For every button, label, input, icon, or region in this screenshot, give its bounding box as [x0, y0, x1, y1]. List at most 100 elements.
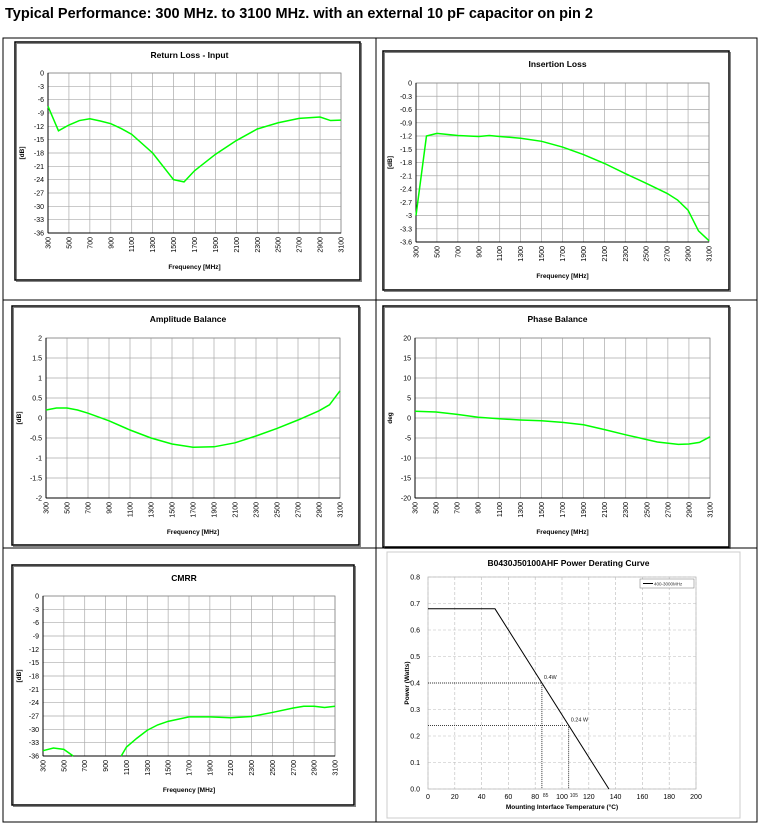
- y-tick-label: 2: [38, 336, 42, 343]
- x-tick-label: 2500: [644, 246, 651, 262]
- x-tick-label: 2300: [255, 237, 262, 253]
- x-tick-label: 300: [413, 502, 420, 514]
- series-line: [47, 106, 342, 183]
- chart-frame: [14, 41, 361, 281]
- chart-il: 0 -0.3 -0.6 -0.9 -1.2 -1.5 -1.8 -2.1 -2.4 -2.7 -3 -…: [382, 50, 731, 292]
- y-tick-label: 0: [35, 594, 39, 601]
- x-tick-label: 900: [103, 760, 110, 772]
- table-border: [2, 37, 758, 823]
- y-tick-label: -30: [29, 727, 39, 734]
- x-tick-label: 1500: [171, 237, 178, 253]
- x-axis-label: Frequency [MHz]: [167, 529, 219, 536]
- chart-title: Return Loss - Input: [151, 50, 229, 60]
- x-tick-label: 140: [610, 794, 622, 801]
- x-tick-label: 200: [690, 794, 702, 801]
- y-tick-label: 0: [407, 416, 411, 423]
- x-tick-label: 1300: [518, 246, 525, 262]
- series-line: [414, 410, 711, 446]
- y-tick-label: 0.5: [410, 654, 420, 661]
- y-tick-label: -15: [34, 137, 44, 144]
- y-tick-label: -36: [34, 231, 44, 238]
- x-tick-label: 2900: [686, 502, 693, 518]
- x-tick-label: 1100: [497, 246, 504, 261]
- y-tick-label: -5: [405, 436, 411, 443]
- annotation-guide: [428, 682, 543, 789]
- x-tick-label: 2500: [275, 502, 282, 518]
- chart-ab: 2 1.5 1 0.5 0 -0.5 -1 -1.5 -2300 500 700 900 1100 130…: [11, 305, 361, 547]
- x-tick-label: 1900: [581, 502, 588, 518]
- x-tick-label: 1100: [124, 760, 131, 775]
- x-tick-label: 1700: [560, 246, 567, 262]
- chart-shadow: [384, 307, 731, 549]
- x-tick-label: 1700: [192, 237, 199, 253]
- x-tick-label: 2500: [644, 502, 651, 518]
- chart-pd: 0.80.70.60.50.40.30.20.10.00 20 40 60 80 100 1…: [386, 551, 741, 819]
- chart-frame: [382, 50, 730, 291]
- y-axis-label: [dB]: [16, 670, 23, 683]
- x-tick-label: 2700: [297, 237, 304, 253]
- x-tick-label: 2300: [623, 502, 630, 518]
- x-tick-label: 2300: [623, 246, 630, 262]
- y-tick-label: -3.6: [400, 240, 412, 247]
- y-tick-label: 0.1: [410, 760, 420, 767]
- x-tick-label: 1500: [539, 502, 546, 518]
- chart-title: CMRR: [171, 573, 197, 583]
- y-tick-label: -15: [29, 660, 39, 667]
- y-tick-label: -10: [401, 456, 411, 463]
- chart-frame: [382, 305, 730, 548]
- y-tick-label: 0.4: [410, 681, 420, 688]
- legend-box: [639, 578, 695, 589]
- x-tick-label: 2700: [665, 502, 672, 518]
- y-axis-label: deg: [387, 412, 394, 424]
- y-tick-label: -2.4: [400, 187, 412, 194]
- y-tick-label: -1.5: [400, 147, 412, 154]
- x-tick-label: 2100: [602, 246, 609, 262]
- y-tick-label: -36: [29, 754, 39, 761]
- y-tick-label: -1.2: [400, 134, 412, 141]
- x-tick-label: 2100: [234, 237, 241, 253]
- x-tick-label: 900: [476, 502, 483, 514]
- x-tick-label: 500: [65, 502, 72, 514]
- y-tick-label: -18: [34, 151, 44, 158]
- x-tick-label: 2900: [317, 502, 324, 518]
- x-tick-label: 120: [583, 794, 595, 801]
- x-tick-label: 1300: [145, 760, 152, 776]
- x-tick-label: 500: [434, 246, 441, 258]
- series-line: [120, 705, 336, 757]
- x-tick-label: 1500: [539, 246, 546, 262]
- y-tick-label: -9: [33, 634, 39, 641]
- x-tick-label: 1300: [149, 502, 156, 518]
- chart-frame: [11, 305, 360, 546]
- x-tick-label: 1100: [129, 237, 136, 252]
- y-tick-label: -21: [29, 687, 39, 694]
- y-tick-label: -18: [29, 674, 39, 681]
- x-tick-label: 100: [556, 794, 568, 801]
- x-axis-label: Mounting Interface Temperature (°C): [506, 803, 618, 811]
- x-tick-label: 1300: [518, 502, 525, 518]
- x-tick-label: 160: [637, 794, 649, 801]
- x-tick-label: 700: [86, 502, 93, 514]
- x-tick-label: 3100: [708, 502, 715, 518]
- y-tick-label: 0.6: [410, 628, 420, 635]
- legend-entry: 400-3000MHz: [654, 582, 683, 587]
- y-tick-label: -2.1: [400, 173, 412, 180]
- y-tick-label: 0.3: [410, 707, 420, 714]
- x-tick-label: 700: [87, 237, 94, 249]
- y-tick-label: 15: [403, 356, 411, 363]
- y-tick-label: -0.9: [400, 120, 412, 127]
- y-axis-label: Power (Watts): [404, 661, 411, 704]
- chart-frame: [386, 551, 741, 819]
- y-tick-label: -6: [33, 620, 39, 627]
- x-tick-label: 2100: [228, 760, 235, 776]
- chart-shadow: [13, 566, 356, 807]
- y-tick-label: 1: [38, 376, 42, 383]
- y-tick-label: -1: [36, 456, 42, 463]
- x-tick-label: 900: [108, 237, 115, 249]
- y-tick-label: -3: [406, 213, 412, 220]
- y-tick-label: -3: [38, 84, 44, 91]
- series-line: [428, 608, 610, 790]
- y-axis-label: [dB]: [19, 147, 26, 160]
